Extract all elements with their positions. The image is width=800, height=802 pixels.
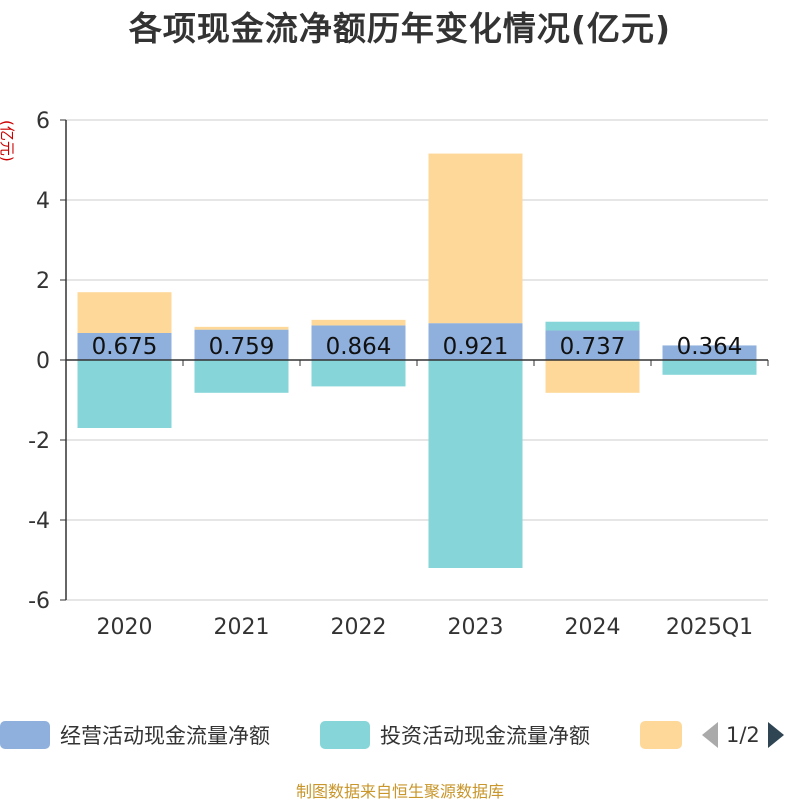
data-label: 0.921 (443, 334, 509, 360)
pager-prev-icon[interactable] (700, 721, 720, 749)
legend-item-operating[interactable]: 经营活动现金流量净额 (0, 714, 270, 756)
data-label: 0.675 (92, 334, 158, 360)
legend-item-investing[interactable]: 投资活动现金流量净额 (320, 714, 590, 756)
axes: 6 4 2 0 -2 -4 -6 2020 2021 2022 2023 2024 2025Q1 (28, 109, 769, 640)
bar-series-0-2022[interactable] (311, 325, 406, 360)
bar-series-2-2021[interactable] (194, 326, 289, 330)
bar-series-0-2025Q1[interactable] (662, 345, 757, 360)
bar-series-1-2022[interactable] (311, 360, 406, 387)
bar-series-2-2023[interactable] (428, 153, 523, 324)
data-labels: 0.675 0.759 0.864 0.921 0.737 0.364 (92, 334, 743, 360)
data-source-note: 制图数据来自恒生聚源数据库 (295, 782, 504, 801)
bar-series-1-2020[interactable] (77, 360, 172, 428)
y-tick-label: 0 (36, 349, 50, 374)
bar-series-1-2024[interactable] (545, 321, 640, 331)
data-label: 0.759 (209, 334, 275, 360)
y-tick-label: -6 (28, 589, 50, 614)
data-label: 0.864 (326, 334, 392, 360)
legend-pager: 1/2 (700, 714, 786, 756)
y-axis-unit-label: (亿元) (0, 120, 16, 162)
x-tick-label: 2021 (214, 615, 270, 640)
legend-label-operating: 经营活动现金流量净额 (60, 724, 270, 748)
y-tick-label: -4 (28, 509, 50, 534)
chart-canvas: 6 4 2 0 -2 -4 -6 2020 2021 2022 2023 2024 2025Q1 0.6… (0, 109, 769, 640)
x-tick-label: 2020 (97, 615, 153, 640)
y-tick-label: 6 (36, 109, 50, 134)
bar-series-2-2020[interactable] (77, 292, 172, 333)
bar-series-2-2022[interactable] (311, 319, 406, 326)
legend-swatch-investing (320, 721, 370, 749)
bar-series-0-2024[interactable] (545, 330, 640, 360)
legend: 经营活动现金流量净额 投资活动现金流量净额 1/2 (0, 714, 800, 756)
pager-next-icon[interactable] (766, 721, 786, 749)
bars (77, 153, 757, 568)
x-tick-label: 2022 (331, 615, 387, 640)
x-tick-label: 2023 (448, 615, 504, 640)
bar-series-1-2021[interactable] (194, 360, 289, 393)
legend-swatch-operating (0, 721, 50, 749)
bar-series-0-2021[interactable] (194, 329, 289, 360)
y-tick-label: 4 (36, 189, 50, 214)
x-tick-label: 2025Q1 (666, 615, 753, 640)
data-label: 0.737 (560, 334, 626, 360)
bar-series-1-2025Q1[interactable] (662, 360, 757, 375)
x-tick-label: 2024 (565, 615, 621, 640)
bar-series-0-2020[interactable] (77, 333, 172, 360)
pager-page-indicator: 1/2 (726, 723, 760, 747)
bar-series-2-2024[interactable] (545, 360, 640, 393)
legend-label-investing: 投资活动现金流量净额 (380, 724, 590, 748)
chart-title: 各项现金流净额历年变化情况(亿元) (128, 9, 672, 48)
y-tick-label: -2 (28, 429, 50, 454)
bar-series-1-2023[interactable] (428, 360, 523, 568)
legend-item-financing[interactable] (640, 714, 682, 756)
legend-swatch-financing (640, 721, 682, 749)
y-tick-label: 2 (36, 269, 50, 294)
bar-series-0-2023[interactable] (428, 323, 523, 360)
data-label: 0.364 (677, 334, 743, 360)
